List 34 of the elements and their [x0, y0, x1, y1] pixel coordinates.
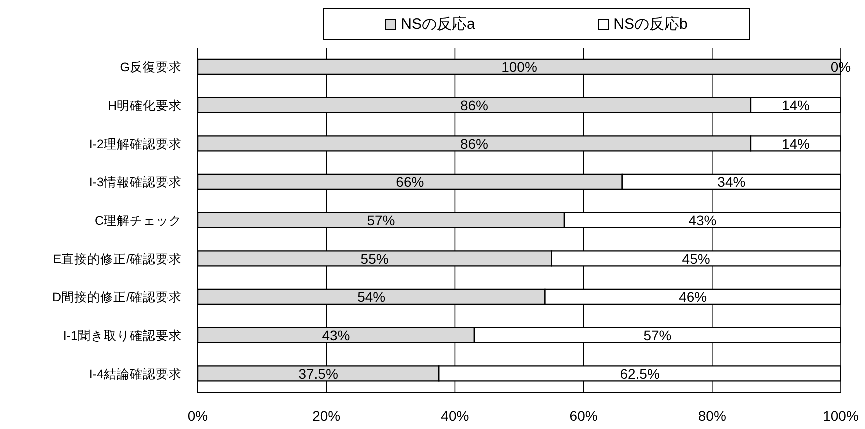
y-tick-label: D間接的修正/確認要求 — [52, 290, 182, 305]
y-tick-label: H明確化要求 — [108, 98, 182, 113]
y-tick-label: C理解チェック — [94, 214, 182, 228]
data-label: 34% — [718, 174, 746, 190]
x-tick-label: 20% — [312, 408, 341, 424]
data-label: 57% — [644, 328, 672, 344]
data-label: 62.5% — [620, 366, 660, 382]
legend-label: NSの反応a — [400, 14, 476, 34]
data-label: 100% — [502, 59, 538, 76]
data-label: 54% — [358, 289, 386, 306]
data-label: 37.5% — [298, 366, 338, 382]
x-tick-label: 40% — [441, 408, 470, 424]
data-label: 45% — [682, 250, 710, 267]
data-label: 86% — [460, 98, 489, 114]
x-tick-label: 80% — [698, 408, 726, 424]
data-label: 66% — [396, 174, 424, 190]
data-label: 55% — [360, 250, 389, 267]
y-tick-label: G反復要求 — [120, 60, 182, 75]
data-label: 14% — [782, 136, 810, 152]
legend-label: NSの反応b — [612, 14, 688, 34]
x-tick-label: 100% — [823, 408, 859, 424]
data-label: 86% — [460, 136, 489, 152]
y-tick-label: I-3情報確認要求 — [89, 176, 182, 190]
y-tick-label: I-4結論確認要求 — [89, 367, 182, 382]
y-tick-label: E直接的修正/確認要求 — [53, 252, 182, 266]
data-label: 14% — [782, 98, 810, 114]
y-tick-label: I-2理解確認要求 — [89, 137, 182, 152]
data-label: 46% — [679, 289, 708, 306]
x-tick-label: 0% — [188, 408, 208, 424]
y-tick-label: I-1聞き取り確認要求 — [63, 328, 182, 343]
data-label: 57% — [367, 212, 396, 228]
data-label: 43% — [688, 212, 717, 228]
data-label: 43% — [322, 328, 350, 344]
x-tick-label: 60% — [570, 408, 598, 424]
